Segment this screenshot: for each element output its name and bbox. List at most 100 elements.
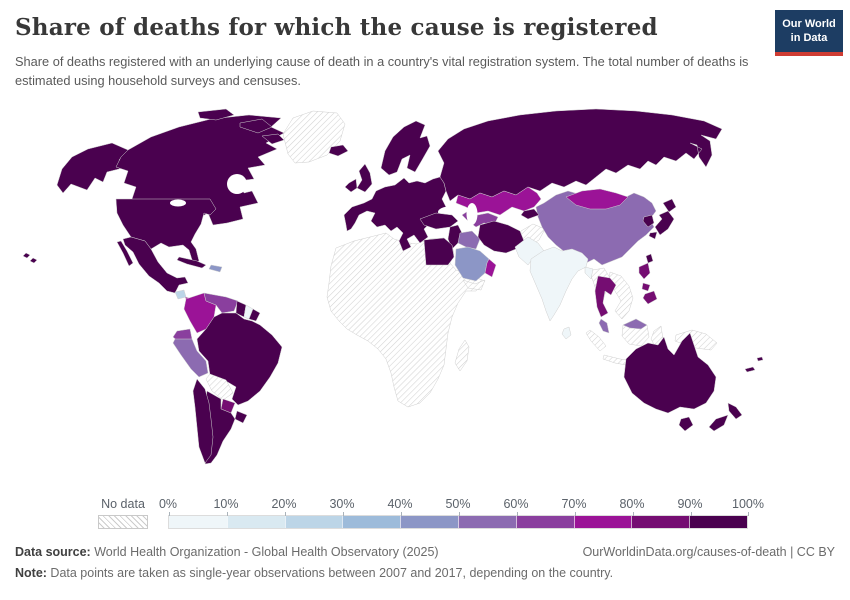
country-tasmania[interactable] [678, 416, 694, 432]
country-chile[interactable] [192, 378, 214, 464]
legend-bin-80-90%[interactable] [631, 516, 690, 528]
country-india[interactable] [529, 246, 589, 322]
legend-bin-70-80%[interactable] [573, 516, 632, 528]
country-bangladesh[interactable] [584, 266, 594, 280]
legend-scale [168, 512, 749, 529]
country-hispaniola[interactable] [208, 264, 223, 273]
hudson-bay [227, 174, 247, 194]
country-indonesia-sumatra[interactable] [585, 329, 607, 352]
legend-bin-0-10%[interactable] [169, 516, 227, 528]
legend-bin-50-60%[interactable] [457, 516, 516, 528]
country-united-kingdom[interactable] [356, 163, 373, 193]
legend-bin-10-20%[interactable] [226, 516, 285, 528]
footer-source: Data source: World Health Organization -… [15, 545, 439, 559]
country-mongolia[interactable] [565, 188, 629, 210]
country-french-guiana[interactable] [248, 308, 261, 322]
legend-tick-mark [748, 512, 749, 516]
legend-tick-label-0%: 0% [158, 497, 178, 511]
country-canada[interactable] [115, 114, 285, 226]
country-mexico[interactable] [116, 236, 189, 294]
country-kazakhstan[interactable] [455, 186, 542, 216]
country-philippines[interactable] [638, 262, 658, 305]
footer-note-label: Note: [15, 566, 47, 580]
country-taiwan[interactable] [645, 253, 654, 264]
legend-tick-mark [169, 512, 170, 516]
country-africa-nodata[interactable] [326, 232, 486, 408]
footer-source-text: World Health Organization - Global Healt… [90, 545, 439, 559]
legend-tick-label-100%: 100% [732, 497, 764, 511]
country-scandinavia[interactable] [380, 120, 431, 176]
footer-note-line: Note: Data points are taken as single-ye… [15, 566, 835, 580]
country-venezuela[interactable] [203, 292, 239, 314]
country-guatemala[interactable] [174, 289, 187, 300]
country-australia[interactable] [623, 332, 717, 414]
legend-tick-mark [517, 512, 518, 516]
legend-tick-mark [459, 512, 460, 516]
country-iraq[interactable] [457, 230, 481, 250]
country-vietnam-laos-cambodia[interactable] [608, 271, 634, 320]
legend-tick-mark [285, 512, 286, 516]
legend-tick-labels: 0% 10% 20% 30% 40% 50% 60% 70% 80% 90% 100% [159, 497, 764, 513]
owid-logo[interactable]: Our World in Data [775, 10, 843, 56]
country-oman[interactable] [484, 258, 497, 278]
owid-logo-line2: in Data [790, 32, 828, 45]
caspian-sea [466, 203, 478, 225]
legend-tick-label-60%: 60% [503, 497, 529, 511]
footer-source-line: Data source: World Health Organization -… [15, 545, 835, 559]
country-madagascar[interactable] [454, 339, 470, 372]
legend-tick-mark [575, 512, 576, 516]
country-united-states[interactable] [115, 198, 217, 264]
legend-tick-mark [343, 512, 344, 516]
country-new-guinea[interactable] [674, 329, 718, 351]
country-uruguay[interactable] [234, 410, 248, 424]
legend-bin-20-30%[interactable] [284, 516, 343, 528]
country-japan[interactable] [648, 198, 677, 240]
chart-subtitle: Share of deaths registered with an under… [15, 54, 749, 89]
country-ireland[interactable] [344, 178, 358, 193]
country-cuba[interactable] [176, 256, 207, 269]
legend-tick-mark [691, 512, 692, 516]
country-canadian-arctic[interactable] [197, 108, 285, 145]
legend-bin-30-40%[interactable] [342, 516, 401, 528]
legend-tick-label-30%: 30% [329, 497, 355, 511]
footer-note-text: Data points are taken as single-year obs… [46, 566, 614, 580]
legend-tick-mark [633, 512, 634, 516]
country-south-korea[interactable] [642, 214, 655, 228]
legend-tick-label-90%: 90% [677, 497, 703, 511]
country-russia[interactable] [437, 108, 723, 202]
legend-bin-40-50%[interactable] [400, 516, 458, 528]
legend-no-data-swatch[interactable] [98, 515, 148, 529]
country-pacific-islands[interactable] [744, 356, 764, 373]
country-egypt[interactable] [423, 237, 455, 266]
footer-source-label: Data source: [15, 545, 91, 559]
country-malaysia-borneo[interactable] [622, 318, 648, 330]
legend-tick-label-50%: 50% [445, 497, 471, 511]
country-brazil[interactable] [196, 312, 283, 406]
country-sri-lanka[interactable] [561, 326, 572, 340]
country-malaysia-peninsula[interactable] [598, 318, 610, 334]
owid-logo-line1: Our World [782, 18, 836, 30]
country-peru[interactable] [172, 338, 209, 378]
legend-bin-60-70%[interactable] [515, 516, 574, 528]
legend-tick-label-80%: 80% [619, 497, 645, 511]
country-turkey[interactable] [419, 212, 459, 230]
country-iceland[interactable] [328, 144, 349, 157]
country-alaska[interactable] [56, 142, 129, 194]
legend-tick-label-20%: 20% [271, 497, 297, 511]
legend-tick-label-10%: 10% [213, 497, 239, 511]
country-greenland[interactable] [282, 110, 346, 164]
legend-no-data-label: No data [101, 497, 145, 511]
country-kyrgyzstan-tajikistan[interactable] [520, 208, 540, 220]
country-thailand[interactable] [594, 275, 617, 318]
footer-link[interactable]: OurWorldinData.org/causes-of-death | CC … [582, 545, 835, 559]
great-lakes [170, 199, 186, 207]
legend-bin-90-100%[interactable] [689, 516, 747, 528]
legend-tick-mark [227, 512, 228, 516]
country-hawaii[interactable] [22, 252, 38, 264]
page-title: Share of deaths for which the cause is r… [15, 14, 658, 41]
country-new-zealand[interactable] [708, 402, 743, 432]
country-yemen[interactable] [462, 279, 486, 291]
legend-tick-label-70%: 70% [561, 497, 587, 511]
world-map-svg [22, 108, 764, 465]
